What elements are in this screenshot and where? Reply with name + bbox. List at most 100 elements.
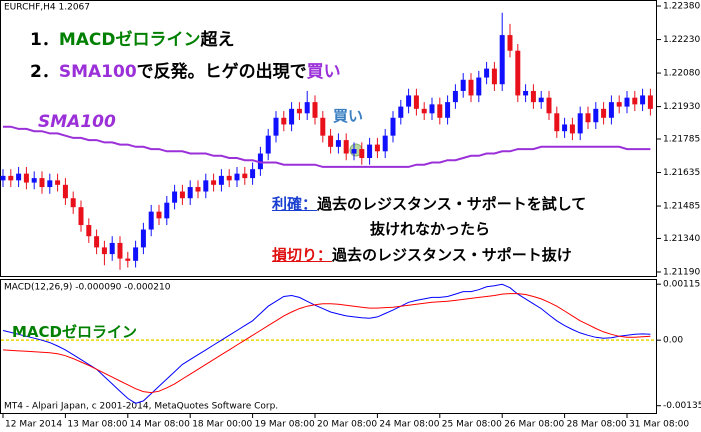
candle-body bbox=[289, 108, 295, 125]
candle-body bbox=[94, 236, 100, 248]
candle-body bbox=[546, 97, 552, 114]
sma-line bbox=[3, 125, 651, 168]
candle-body bbox=[273, 117, 279, 136]
candle-body bbox=[164, 202, 170, 219]
candle-body bbox=[640, 95, 646, 105]
candle-body bbox=[218, 175, 224, 185]
candle-body bbox=[156, 211, 162, 219]
candle-body bbox=[23, 173, 29, 183]
macd-line bbox=[2, 293, 651, 394]
candle-body bbox=[55, 180, 61, 185]
zero-line-label: MACDゼロライン bbox=[12, 325, 137, 340]
annotation-text: 過去のレジスタンス・サポートを試して bbox=[317, 195, 587, 213]
annotation-text: 抜けれなかったら bbox=[370, 220, 491, 238]
candle-body bbox=[593, 108, 599, 123]
candle-body bbox=[484, 68, 490, 78]
candle-body bbox=[468, 79, 474, 96]
macd-line bbox=[2, 283, 651, 404]
candle-body bbox=[125, 258, 131, 261]
macd-panel bbox=[0, 279, 657, 414]
y-tick-label: 1.21635 bbox=[663, 168, 700, 178]
candle-body bbox=[226, 175, 232, 181]
candle-body bbox=[406, 95, 412, 107]
candle-body bbox=[335, 140, 341, 147]
annotation-text: MACDゼロライン bbox=[58, 30, 201, 50]
candle-body bbox=[554, 113, 560, 132]
candle-body bbox=[179, 191, 185, 199]
y-tick-label: 1.21930 bbox=[663, 102, 700, 112]
candle-body bbox=[203, 180, 209, 192]
chart-title: EURCHF,H4 1.2067 bbox=[4, 3, 90, 13]
y-tick-label: 1.21190 bbox=[663, 267, 700, 277]
candle-body bbox=[195, 187, 201, 192]
candle-body bbox=[585, 113, 591, 123]
candle-body bbox=[367, 144, 373, 159]
y-tick-label: 1.21340 bbox=[663, 234, 700, 244]
y-tick-label: 0.001153 bbox=[663, 280, 701, 290]
annotation-text: SMA100 bbox=[58, 62, 137, 82]
annotation-text: 1． bbox=[30, 30, 59, 50]
buy-label: 買い bbox=[333, 109, 363, 124]
candle-body bbox=[624, 97, 630, 107]
y-tick-label: 0.00 bbox=[663, 336, 683, 346]
candle-body bbox=[569, 124, 575, 134]
x-tick-label: 31 Mar 08:00 bbox=[629, 420, 689, 430]
candle-body bbox=[281, 117, 287, 125]
annotation-text: 損切り： bbox=[272, 246, 333, 264]
candle-body bbox=[507, 35, 513, 51]
candle-body bbox=[476, 77, 482, 96]
annotation-text: 超え bbox=[200, 30, 235, 50]
candle-body bbox=[562, 124, 568, 132]
candle-body bbox=[320, 117, 326, 136]
candle-body bbox=[39, 178, 45, 188]
y-tick-label: 1.22080 bbox=[663, 69, 700, 79]
candle-body bbox=[140, 229, 146, 248]
candle-body bbox=[523, 90, 529, 96]
candle-body bbox=[234, 173, 240, 181]
macd-title: MACD(12,26,9) -0.000090 -0.000210 bbox=[4, 283, 171, 293]
sma-label: SMA100 bbox=[38, 114, 116, 131]
candle-body bbox=[148, 211, 154, 230]
candle-body bbox=[211, 180, 217, 185]
candle-body bbox=[62, 184, 68, 199]
take-profit: 利確：過去のレジスタンス・サポートを試して 抜けれなかったら bbox=[272, 197, 586, 237]
candle-body bbox=[632, 97, 638, 105]
candle-body bbox=[16, 173, 22, 181]
candle-body bbox=[421, 108, 427, 114]
candle-body bbox=[86, 225, 92, 237]
candle-body bbox=[499, 35, 505, 85]
candle-body bbox=[491, 68, 497, 85]
price-panel bbox=[0, 0, 657, 277]
candle-body bbox=[296, 108, 302, 114]
annotation-text: で反発。ヒゲの出現で bbox=[136, 62, 307, 82]
y-tick-label: -0.00135 bbox=[663, 401, 701, 411]
candle-body bbox=[437, 104, 443, 118]
candle-body bbox=[250, 169, 256, 179]
annotation-1: 1．MACDゼロライン超え bbox=[30, 32, 235, 49]
candle-body bbox=[8, 175, 14, 181]
candle-body bbox=[429, 104, 435, 114]
candle-body bbox=[647, 95, 653, 109]
x-tick-label: 13 Mar 08:00 bbox=[67, 420, 127, 430]
candle-body bbox=[452, 90, 458, 103]
candle-body bbox=[133, 247, 139, 261]
zero-line-label-text: MACDゼロライン bbox=[12, 323, 137, 341]
x-tick-label: 14 Mar 08:00 bbox=[130, 420, 190, 430]
candle-body bbox=[445, 102, 451, 118]
x-tick-label: 18 Mar 00:00 bbox=[192, 420, 252, 430]
candle-body bbox=[0, 175, 6, 181]
candle-body bbox=[78, 207, 84, 226]
candle-body bbox=[608, 102, 614, 118]
candle-body bbox=[413, 95, 419, 109]
candle-body bbox=[257, 153, 263, 170]
candle-body bbox=[351, 149, 357, 154]
x-tick-label: 20 Mar 08:00 bbox=[317, 420, 377, 430]
x-tick-label: 12 Mar 2014 bbox=[5, 420, 62, 430]
candle-body bbox=[172, 191, 178, 203]
candle-body bbox=[117, 242, 123, 259]
candle-body bbox=[538, 97, 544, 103]
x-tick-label: 19 Mar 08:00 bbox=[255, 420, 315, 430]
candle-body bbox=[328, 135, 334, 147]
candle-body bbox=[382, 135, 388, 152]
